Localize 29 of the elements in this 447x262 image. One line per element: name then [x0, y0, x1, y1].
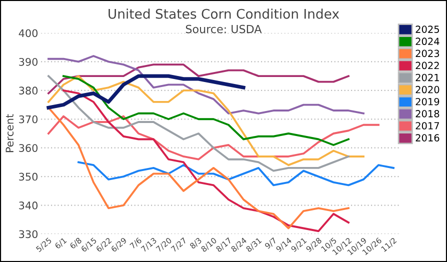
- line-series: [62, 75, 350, 146]
- legend-label: 2021: [416, 74, 439, 82]
- y-tick-label: 400: [18, 29, 38, 38]
- line-series: [48, 106, 350, 230]
- y-axis-title: Percent: [6, 114, 14, 152]
- legend-label: 2019: [416, 98, 440, 106]
- legend-label: 2016: [416, 134, 440, 142]
- y-tick-label: 350: [19, 172, 38, 181]
- line-series: [48, 64, 350, 94]
- legend-label: 2024: [416, 38, 440, 46]
- line-series: [46, 74, 246, 110]
- y-tick-label: 340: [19, 202, 38, 210]
- y-tick-label: 390: [19, 58, 38, 66]
- line-series: [78, 161, 394, 186]
- y-tick-label: 380: [19, 86, 38, 95]
- legend-label: 2017: [416, 122, 439, 130]
- legend-label: 2020: [416, 86, 440, 94]
- legend-label: 2023: [416, 50, 440, 58]
- line-series: [48, 54, 364, 114]
- chart-subtitle: Source: USDA: [186, 24, 262, 34]
- chart-title: United States Corn Condition Index: [108, 8, 340, 19]
- y-tick-label: 330: [19, 230, 38, 238]
- legend-label: 2022: [416, 62, 439, 70]
- line-series: [48, 115, 380, 160]
- y-tick-label: 370: [19, 115, 38, 124]
- y-tick-label: 360: [19, 144, 38, 152]
- legend-label: 2025: [416, 26, 439, 33]
- line-series: [62, 89, 350, 232]
- legend-label: 2018: [416, 110, 440, 118]
